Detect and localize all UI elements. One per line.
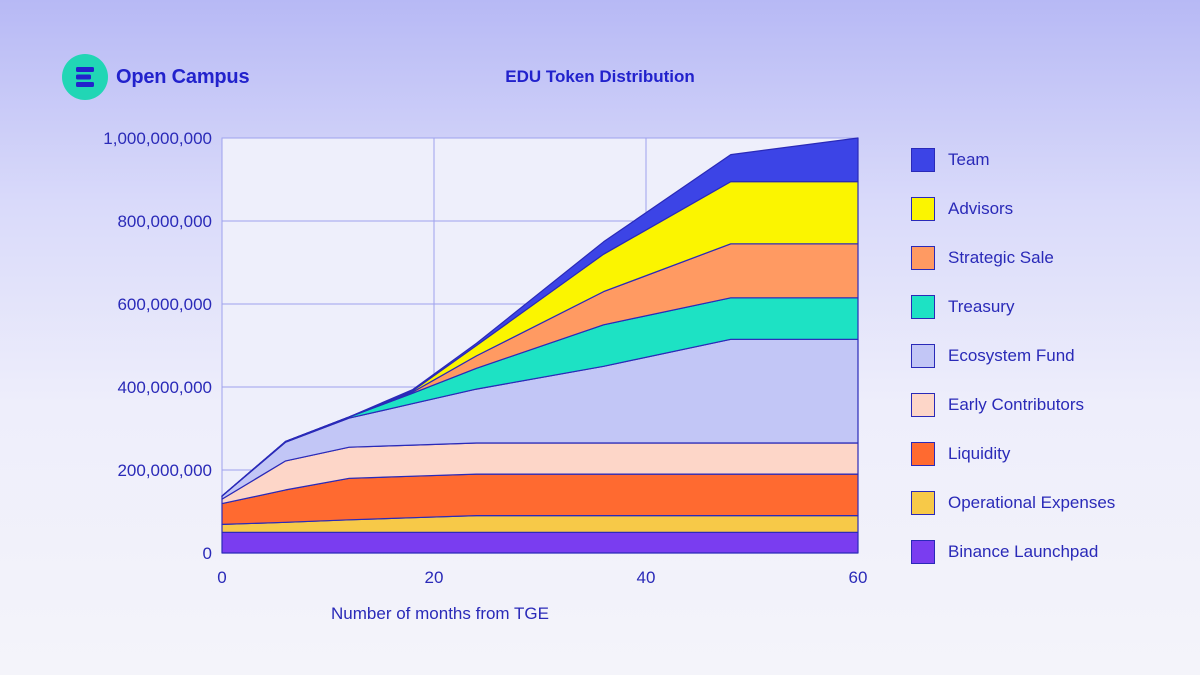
y-tick-label: 1,000,000,000: [103, 129, 212, 148]
y-tick-label: 200,000,000: [117, 461, 212, 480]
x-tick-label: 60: [849, 568, 868, 587]
legend-item-ecosystem-fund: Ecosystem Fund: [911, 332, 1115, 381]
legend-label: Treasury: [948, 297, 1015, 317]
open-campus-logo-icon: [62, 54, 108, 100]
legend-swatch: [911, 441, 935, 466]
brand-logo: Open Campus: [62, 54, 250, 100]
legend-swatch: [911, 197, 935, 222]
legend-item-team: Team: [911, 136, 1115, 185]
legend-item-advisors: Advisors: [911, 185, 1115, 234]
logo-glyph: [76, 67, 94, 87]
legend-label: Operational Expenses: [948, 492, 1116, 512]
x-tick-label: 20: [425, 568, 444, 587]
y-tick-label: 400,000,000: [117, 378, 212, 397]
legend-swatch: [911, 539, 935, 564]
chart-legend: Team Advisors Strategic Sale Treasury Ecosys…: [911, 136, 1115, 576]
x-tick-label: 0: [217, 568, 226, 587]
legend-swatch: [911, 344, 935, 368]
legend-swatch: [911, 295, 935, 320]
x-axis-label: Number of months from TGE: [331, 604, 549, 623]
legend-item-binance-launchpad: Binance Launchpad: [911, 527, 1115, 576]
chart-title: EDU Token Distribution: [505, 67, 695, 86]
y-tick-label: 0: [203, 544, 212, 563]
legend-label: Early Contributors: [948, 394, 1085, 414]
chart-axes: 0 200,000,000 400,000,000 600,000,000 800,00…: [103, 129, 867, 587]
legend-item-treasury: Treasury: [911, 283, 1115, 332]
area-chart: 0 200,000,000 400,000,000 600,000,000 800,00…: [103, 129, 867, 623]
legend-label: Ecosystem Fund: [948, 346, 1075, 365]
legend-item-operational-expenses: Operational Expenses: [911, 478, 1115, 527]
y-tick-label: 800,000,000: [117, 212, 212, 231]
legend-item-strategic-sale: Strategic Sale: [911, 234, 1115, 283]
chart-areas: [221, 137, 859, 554]
x-tick-label: 40: [637, 568, 656, 587]
legend-swatch: [911, 490, 935, 515]
brand-name: Open Campus: [116, 65, 250, 88]
legend-label: Liquidity: [948, 443, 1011, 463]
legend-label: Strategic Sale: [948, 248, 1054, 268]
legend-item-liquidity: Liquidity: [911, 429, 1115, 478]
legend-label: Advisors: [948, 199, 1014, 219]
area-binance-launchpad: [221, 531, 859, 554]
legend-swatch: [911, 148, 935, 173]
legend-swatch: [911, 246, 935, 271]
area-team: [221, 137, 859, 497]
legend-label: Binance Launchpad: [948, 541, 1099, 561]
y-tick-label: 600,000,000: [117, 295, 212, 314]
legend-item-early-contributors: Early Contributors: [911, 380, 1115, 429]
legend-label: Team: [948, 150, 990, 170]
legend-swatch: [911, 392, 935, 417]
